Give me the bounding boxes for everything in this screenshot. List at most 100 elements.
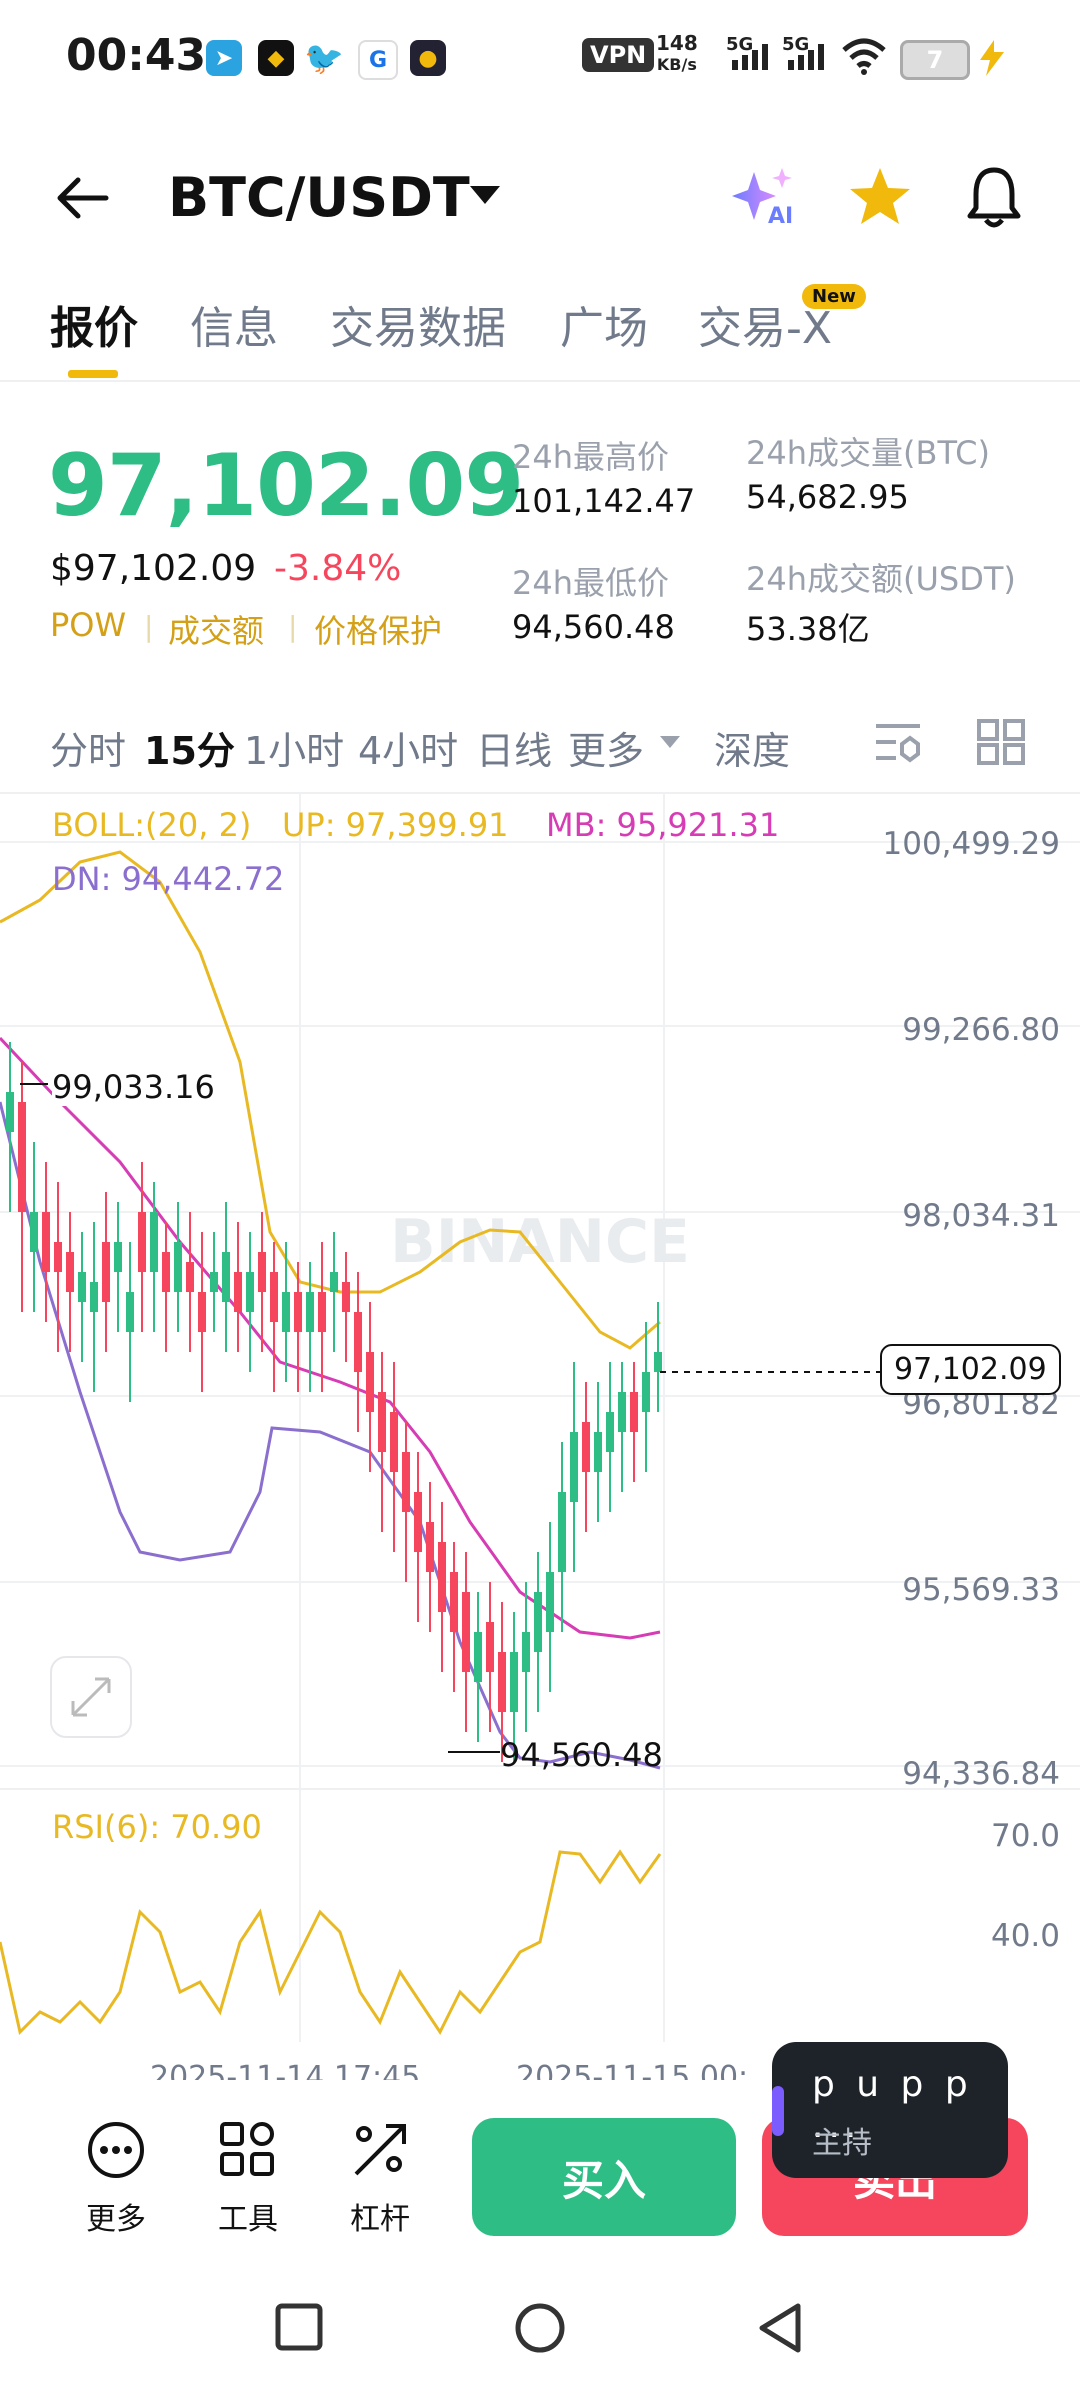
tag-turnover[interactable]: 成交额 xyxy=(168,612,265,650)
network-speed: 148 KB/s xyxy=(656,32,698,76)
speed-value: 148 xyxy=(656,31,698,55)
chart-grid xyxy=(0,792,1080,2042)
boll-lower-line xyxy=(0,1101,661,1770)
candle-body xyxy=(258,1252,266,1292)
candle-body xyxy=(618,1392,626,1432)
binance-icon: ◆ xyxy=(258,40,294,76)
rsi-label: RSI(6): 70.90 xyxy=(52,1808,262,1846)
live-host-pill[interactable]: p u p p ... 主持 xyxy=(772,2042,1008,2178)
candle-body xyxy=(438,1542,446,1612)
interval-more[interactable]: 更多 xyxy=(568,729,645,773)
home-icon[interactable] xyxy=(514,2302,566,2354)
candle-body xyxy=(486,1622,494,1672)
interval-daily[interactable]: 日线 xyxy=(476,729,553,773)
tab-trading-data[interactable]: 交易数据 xyxy=(330,303,506,354)
last-price: 97,102.09 xyxy=(48,436,524,536)
indicator-settings-icon[interactable] xyxy=(872,718,924,766)
candle-body xyxy=(510,1652,518,1712)
rsi-line xyxy=(0,1849,662,2035)
more-dropdown-icon[interactable] xyxy=(658,734,682,750)
bell-icon[interactable] xyxy=(964,164,1024,230)
ai-label: AI xyxy=(768,204,794,229)
candle-body xyxy=(126,1292,134,1332)
candle-body xyxy=(90,1282,98,1312)
tag-pow[interactable]: POW xyxy=(50,606,127,644)
candle-body xyxy=(426,1522,434,1572)
recent-apps-icon[interactable] xyxy=(274,2302,324,2352)
high-label: 24h最高价 xyxy=(512,438,670,476)
battery-icon: 7 xyxy=(900,40,970,80)
candle-body xyxy=(630,1392,638,1432)
back-nav-icon[interactable] xyxy=(756,2302,804,2354)
back-arrow-icon[interactable] xyxy=(54,176,110,220)
more-icon[interactable] xyxy=(86,2120,146,2180)
candle-body xyxy=(54,1242,62,1272)
interval-15m[interactable]: 15分 xyxy=(144,729,235,773)
tab-trade-x[interactable]: 交易-X xyxy=(698,303,833,354)
candle-body xyxy=(210,1272,218,1292)
expand-chart-icon[interactable] xyxy=(50,1656,132,1738)
candle-body xyxy=(354,1312,362,1372)
candle-body xyxy=(498,1652,506,1712)
candle-body xyxy=(606,1412,614,1452)
tools-icon[interactable] xyxy=(218,2120,278,2180)
candle-body xyxy=(462,1592,470,1672)
candle-body xyxy=(42,1212,50,1272)
ai-assistant-icon[interactable]: AI xyxy=(730,164,804,234)
candle-body xyxy=(558,1492,566,1572)
tools-label[interactable]: 工具 xyxy=(218,2202,278,2237)
candle-body xyxy=(306,1292,314,1332)
buy-button[interactable]: 买入 xyxy=(472,2118,736,2236)
boll-up: UP: 97,399.91 xyxy=(282,806,509,844)
price-axis-1: 100,499.29 xyxy=(882,826,1061,862)
price-axis-2: 99,266.80 xyxy=(902,1012,1060,1048)
candle-body xyxy=(570,1432,578,1502)
candle-body xyxy=(234,1272,242,1312)
low-value: 94,560.48 xyxy=(512,608,675,646)
signal-5g-icon: 5G xyxy=(726,34,768,70)
interval-depth[interactable]: 深度 xyxy=(714,729,791,773)
candle-body xyxy=(390,1412,398,1472)
boll-dn: DN: 94,442.72 xyxy=(52,860,285,898)
tab-square[interactable]: 广场 xyxy=(560,303,648,354)
price-axis-3: 98,034.31 xyxy=(902,1198,1060,1234)
grid-layout-icon[interactable] xyxy=(976,718,1026,766)
candle-body xyxy=(330,1272,338,1292)
live-subtitle: 主持 xyxy=(812,2126,872,2161)
candle-body xyxy=(534,1592,542,1652)
live-title: p u p p ... xyxy=(812,2064,973,2146)
more-label[interactable]: 更多 xyxy=(86,2202,146,2237)
candle-body xyxy=(174,1242,182,1292)
candle-body xyxy=(294,1292,302,1332)
tab-info[interactable]: 信息 xyxy=(190,303,278,354)
rsi-polyline xyxy=(0,1849,662,2035)
leverage-label[interactable]: 杠杆 xyxy=(350,2202,410,2237)
vol-btc-value: 54,682.95 xyxy=(746,478,909,516)
pair-dropdown-icon[interactable] xyxy=(468,182,502,208)
price-usd: $97,102.09 xyxy=(50,548,257,589)
candle-body xyxy=(654,1352,662,1372)
candle-body xyxy=(150,1212,158,1272)
interval-1h[interactable]: 1小时 xyxy=(244,729,345,773)
interval-4h[interactable]: 4小时 xyxy=(358,729,459,773)
signal-label-2: 5G xyxy=(782,34,810,55)
charging-icon xyxy=(980,40,1004,76)
tab-quote[interactable]: 报价 xyxy=(50,303,138,354)
tabs-divider xyxy=(0,380,1080,382)
chart-top-divider xyxy=(0,792,1080,794)
candle-body xyxy=(246,1272,254,1312)
new-badge: New xyxy=(802,284,866,309)
interval-timeshare[interactable]: 分时 xyxy=(50,729,127,773)
pair-title[interactable]: BTC/USDT xyxy=(168,166,470,229)
tag-price-protection[interactable]: 价格保护 xyxy=(314,612,443,650)
low-marker-label: 94,560.48 xyxy=(500,1736,663,1774)
tag-separator: | xyxy=(144,610,154,643)
leverage-icon[interactable] xyxy=(350,2120,410,2180)
favorite-star-icon[interactable] xyxy=(848,166,912,226)
vol-btc-label: 24h成交量(BTC) xyxy=(746,434,990,472)
price-chart[interactable]: BINANCE xyxy=(0,792,1080,2092)
signal-label: 5G xyxy=(726,34,754,55)
vol-usdt-value: 53.38亿 xyxy=(746,610,870,648)
rsi-divider xyxy=(0,1788,1080,1790)
candle-body xyxy=(450,1572,458,1632)
